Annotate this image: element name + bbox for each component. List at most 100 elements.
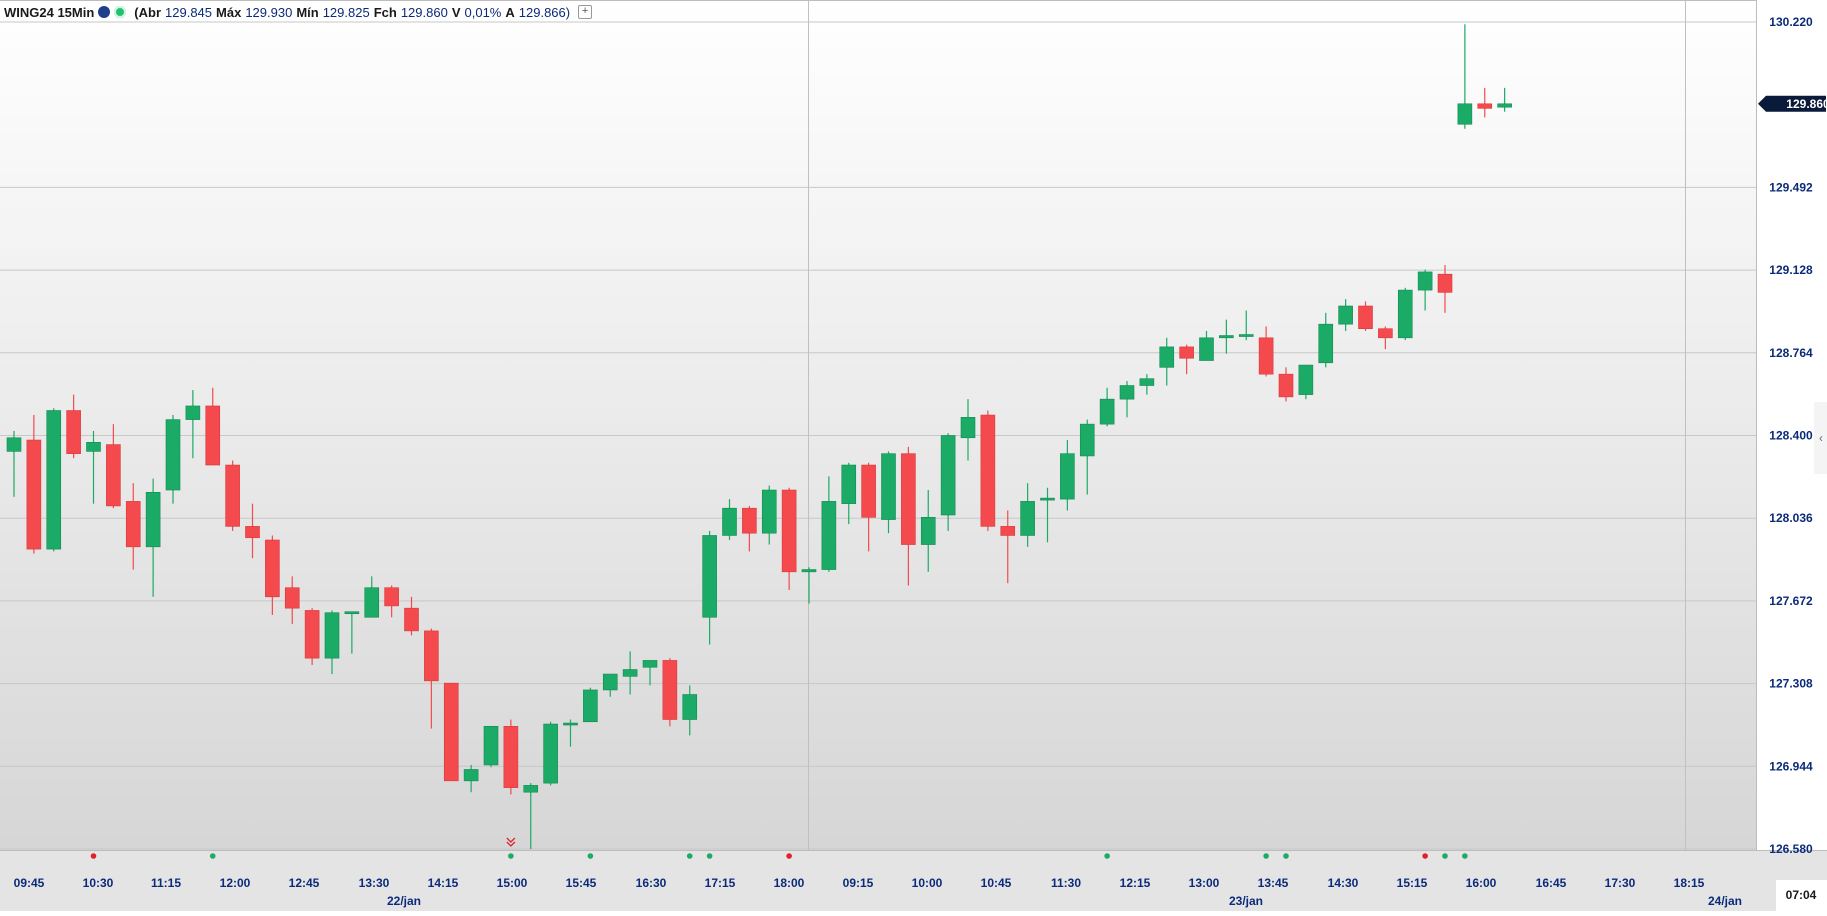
candle[interactable] [344,611,360,654]
candle[interactable] [284,576,300,625]
candle[interactable] [185,390,201,459]
candle[interactable] [225,460,240,531]
candle[interactable] [742,505,757,552]
double-chevron-down-icon [506,837,516,847]
candle-body [284,587,300,609]
candle[interactable] [86,430,101,504]
candle[interactable] [364,576,380,618]
candle[interactable] [145,478,161,597]
candle[interactable] [245,503,260,559]
candle[interactable] [404,596,419,636]
candle[interactable] [682,685,698,736]
candle-body [245,526,260,539]
candle[interactable] [1477,87,1493,118]
candle[interactable] [1000,510,1016,584]
candle[interactable] [1318,312,1334,368]
candle[interactable] [563,719,578,747]
candle[interactable] [424,628,439,729]
candle[interactable] [722,499,737,541]
candle[interactable] [1199,330,1214,361]
candle[interactable] [1020,483,1035,547]
symbol-label[interactable]: WING24 15Min [4,4,95,20]
candle[interactable] [781,487,797,590]
candle[interactable] [1278,367,1294,402]
candle-body [662,660,678,720]
candle[interactable] [165,415,181,504]
candle-body [583,689,598,723]
candle[interactable] [881,451,896,534]
candle[interactable] [384,585,399,618]
candle[interactable] [26,415,42,554]
candle[interactable] [106,424,121,509]
candle[interactable] [1258,326,1274,377]
candle[interactable] [1238,310,1254,341]
candle[interactable] [463,764,479,793]
candle[interactable] [920,490,936,572]
candle-body [1298,364,1314,395]
candle[interactable] [1099,387,1115,427]
candle[interactable] [702,530,717,645]
candle[interactable] [940,433,956,531]
candle-body [344,611,360,615]
candle[interactable] [1338,299,1353,331]
time-tick-label: 10:45 [981,876,1012,890]
time-tick-label: 11:30 [1051,876,1081,890]
candle[interactable] [1179,344,1194,375]
candle[interactable] [1417,269,1433,311]
candle[interactable] [1358,301,1373,331]
candle-body [742,507,757,534]
candle[interactable] [205,387,221,466]
candle[interactable] [1457,24,1473,129]
candle[interactable] [1079,419,1095,495]
candle[interactable] [1298,364,1314,400]
candle[interactable] [761,485,777,545]
candle[interactable] [523,783,539,849]
candle[interactable] [483,726,499,768]
candle[interactable] [1397,287,1413,341]
last-price-tag-shape [1758,95,1826,112]
candle[interactable] [1159,337,1175,386]
candle[interactable] [1119,380,1135,418]
candle[interactable] [1378,326,1393,350]
candle[interactable] [602,673,618,697]
candle[interactable] [304,608,320,665]
candle[interactable] [622,651,638,695]
candle[interactable] [642,660,658,686]
candle[interactable] [6,430,22,497]
candle[interactable] [543,721,558,786]
candle[interactable] [46,408,62,552]
candle[interactable] [960,399,976,461]
candle[interactable] [583,687,598,723]
candle[interactable] [801,567,817,604]
chevron-left-icon: ‹ [1819,431,1823,445]
candle[interactable] [125,483,141,570]
candle[interactable] [265,535,280,615]
candle[interactable] [821,476,837,572]
candle[interactable] [443,682,459,782]
price-tick-label: 130.220 [1769,15,1813,29]
close-label: Fch [373,4,397,20]
candle[interactable] [1040,487,1055,543]
low-value: 129.825 [322,4,370,20]
candle[interactable] [662,658,678,727]
time-tick-label: 12:00 [220,876,251,890]
candle[interactable] [1219,319,1234,354]
candle[interactable] [1497,87,1512,112]
candle[interactable] [66,394,81,459]
globe-icon[interactable] [98,6,111,18]
add-indicator-button[interactable]: + [578,5,593,19]
collapse-handle[interactable]: ‹ [1814,402,1827,474]
candle[interactable] [841,462,857,525]
candle[interactable] [1060,440,1075,511]
candle[interactable] [503,719,519,795]
candle[interactable] [1437,265,1453,313]
candle-body [1179,346,1194,359]
candle[interactable] [861,462,876,552]
candle[interactable] [1139,374,1155,395]
candle[interactable] [980,410,996,531]
candle[interactable] [901,446,916,586]
time-tick-label: 15:00 [497,876,528,890]
candle[interactable] [324,610,340,675]
